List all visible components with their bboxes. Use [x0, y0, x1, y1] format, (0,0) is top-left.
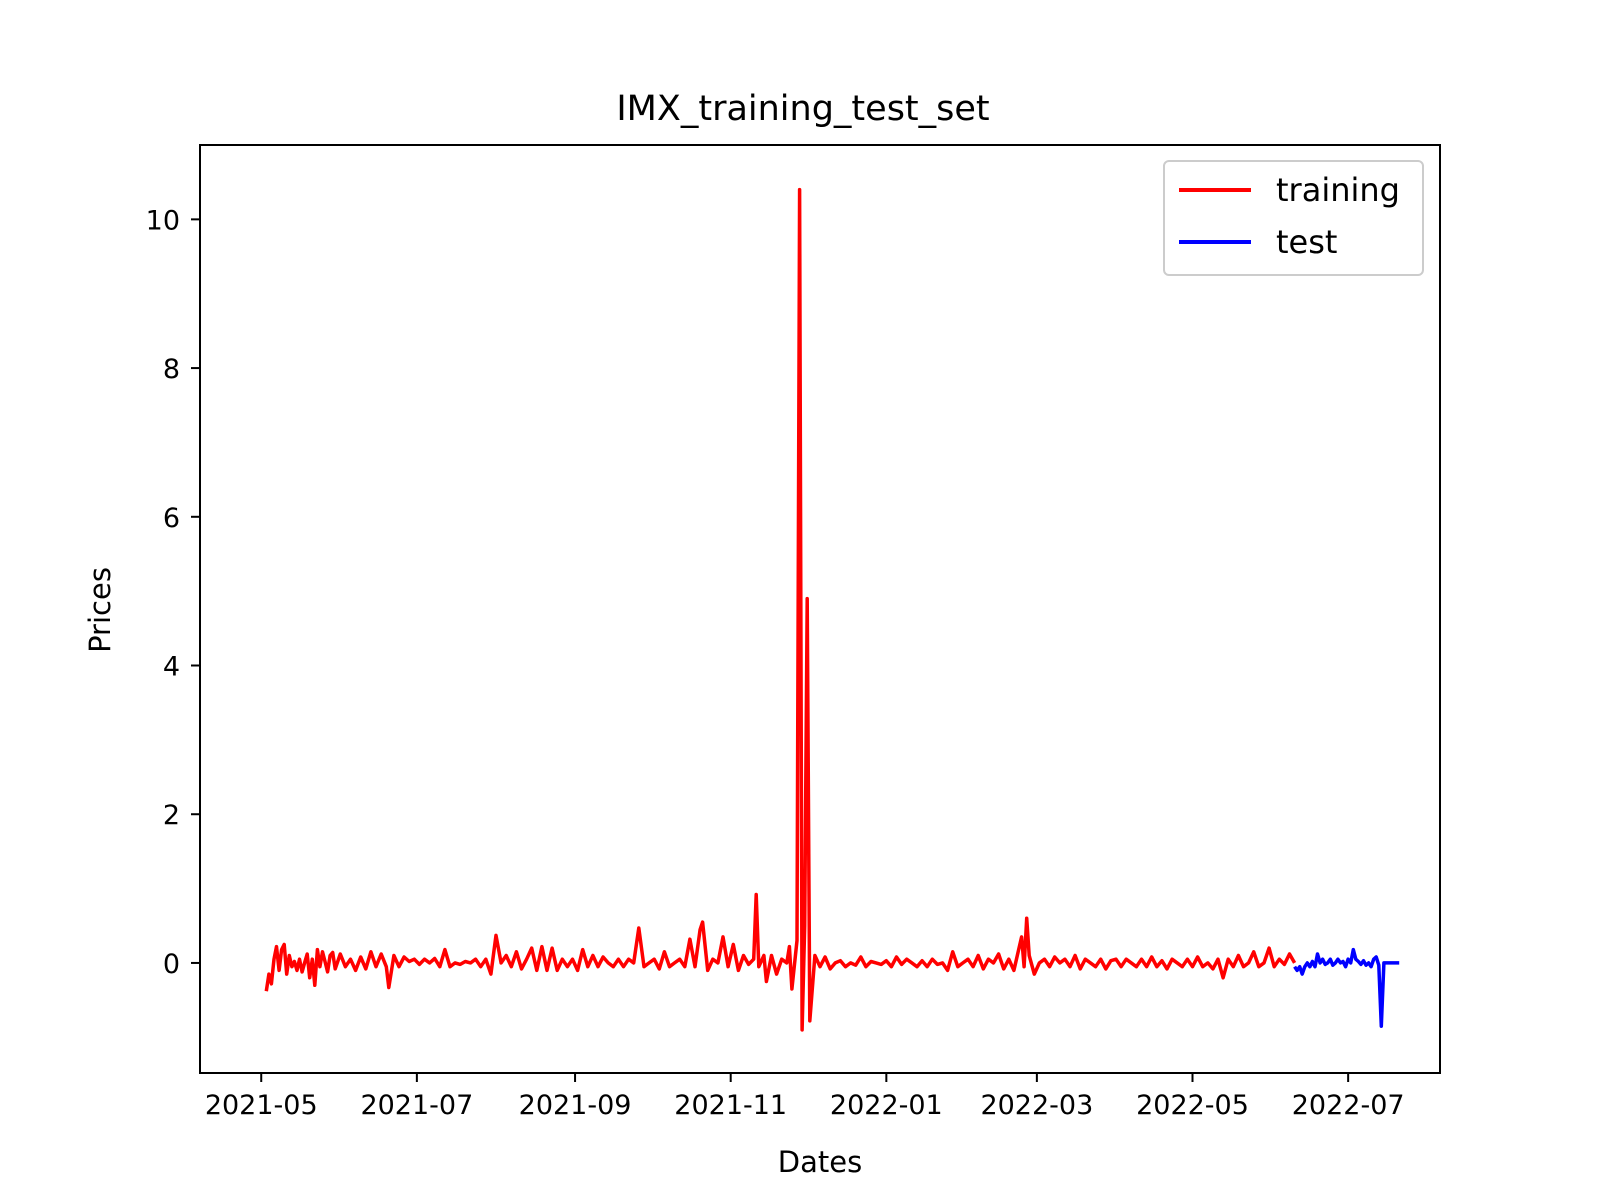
x-tick-label: 2022-05 [1136, 1090, 1249, 1121]
legend-label-training: training [1276, 171, 1400, 209]
x-axis-label: Dates [778, 1145, 862, 1179]
y-tick-label: 8 [163, 354, 180, 385]
y-tick-label: 4 [163, 652, 180, 683]
x-axis: 2021-05 2021-07 2021-09 2021-11 2022-01 2022-… [205, 1073, 1405, 1121]
y-axis-label: Prices [83, 567, 117, 653]
y-axis: 0 2 4 6 8 10 [146, 205, 200, 980]
chart-title: IMX_training_test_set [616, 89, 989, 129]
plot-frame [199, 144, 1441, 1074]
x-tick-label: 2022-03 [980, 1090, 1093, 1121]
x-tick-label: 2022-01 [830, 1090, 943, 1121]
y-tick-label: 6 [163, 503, 180, 534]
y-tick-label: 10 [146, 205, 180, 236]
y-tick-label: 2 [163, 800, 180, 831]
series-line-test [1293, 947, 1400, 1028]
x-tick-label: 2022-07 [1292, 1090, 1405, 1121]
x-tick-label: 2021-09 [519, 1090, 632, 1121]
plot-series-group [264, 187, 1400, 1032]
x-tick-label: 2021-05 [205, 1090, 318, 1121]
legend-label-test: test [1276, 223, 1337, 261]
series-line-training [264, 187, 1297, 1032]
x-tick-label: 2021-07 [360, 1090, 473, 1121]
y-tick-label: 0 [163, 949, 180, 980]
legend: training test [1163, 160, 1424, 276]
x-tick-label: 2021-11 [674, 1090, 787, 1121]
